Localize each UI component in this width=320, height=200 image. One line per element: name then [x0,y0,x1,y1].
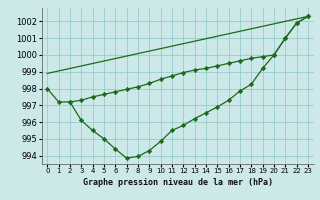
X-axis label: Graphe pression niveau de la mer (hPa): Graphe pression niveau de la mer (hPa) [83,178,273,187]
